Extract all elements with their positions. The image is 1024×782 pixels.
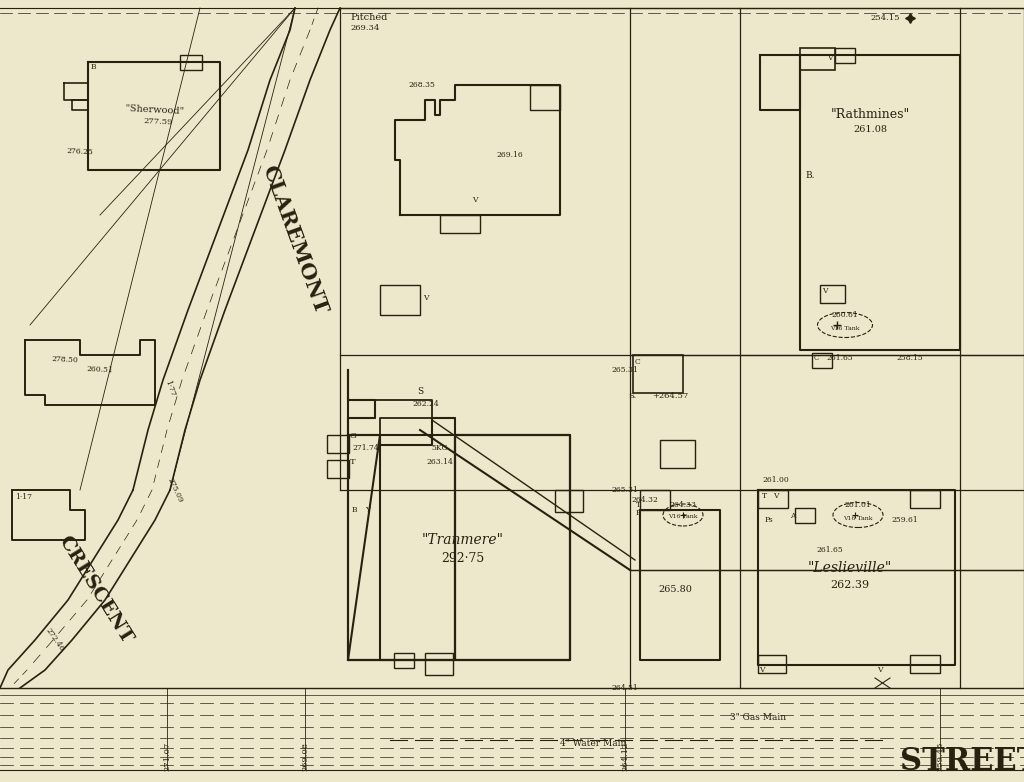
Text: "Sherwood": "Sherwood" [125,104,184,116]
Bar [633,355,683,393]
Text: Pitched: Pitched [350,13,387,23]
Bar [394,653,414,668]
Text: T: T [350,458,355,466]
Bar [440,215,480,233]
Text: 261.08: 261.08 [853,125,887,135]
Text: 1·77: 1·77 [164,378,177,397]
Text: V16 Tank: V16 Tank [830,325,860,331]
Text: B: B [90,63,96,71]
Text: 262.39: 262.39 [830,580,869,590]
Bar [795,508,815,523]
Text: B: B [352,506,357,514]
Text: V16 Tank: V16 Tank [843,515,872,521]
Text: B: B [636,509,642,517]
Text: C: C [814,354,819,362]
Text: 5KG: 5KG [432,444,449,452]
Text: T: T [762,492,767,500]
Text: 264.12: 264.12 [621,741,629,770]
Text: 258.15: 258.15 [897,354,924,362]
Text: 276.25: 276.25 [67,147,93,156]
Text: S.: S. [628,392,636,400]
Text: V: V [423,294,428,302]
Text: CLAREMONT: CLAREMONT [259,163,331,317]
Text: G: G [350,432,356,440]
Text: 269.08: 269.08 [301,741,309,770]
Bar [180,55,202,70]
Text: +264.57: +264.57 [652,392,688,400]
Text: 272.46: 272.46 [44,626,66,653]
Text: 277.59: 277.59 [143,117,173,127]
Text: 260.61: 260.61 [831,311,858,319]
Text: B.: B. [805,170,815,180]
Bar [910,490,940,508]
Bar [758,490,788,508]
Text: 261.65: 261.65 [826,354,853,362]
Text: 264.51: 264.51 [611,684,638,692]
Text: 260.51: 260.51 [86,365,114,375]
Text: V: V [759,666,765,674]
Text: 268.35: 268.35 [408,81,435,89]
Bar [820,285,845,303]
Text: S: S [417,388,423,396]
Text: 271.07: 271.07 [163,741,171,770]
Text: 264.32: 264.32 [632,496,658,504]
Text: V: V [773,492,778,500]
Text: STREET: STREET [900,747,1024,777]
Bar [835,48,855,63]
Text: "Tranmere": "Tranmere" [422,533,504,547]
Bar [555,490,583,512]
Text: 262.24: 262.24 [413,400,439,408]
Text: V: V [878,666,883,674]
Text: 4" Water Main: 4" Water Main [560,740,627,748]
Text: 261.00: 261.00 [762,476,788,484]
Text: 1·17: 1·17 [15,493,32,501]
Text: 261.01: 261.01 [845,501,871,509]
Bar [910,655,940,673]
Bar [758,655,786,673]
Text: C: C [635,358,641,366]
Text: 259.45: 259.45 [936,741,944,771]
Bar [327,435,349,453]
Text: 269.34: 269.34 [350,24,379,32]
Text: "Rathmines": "Rathmines" [830,109,909,121]
Text: V16 Tank: V16 Tank [669,515,697,519]
Text: 265.31: 265.31 [611,366,638,374]
Text: V: V [822,287,827,295]
Text: 265.31: 265.31 [611,486,638,494]
Text: 3" Gas Main: 3" Gas Main [730,713,786,723]
Text: 259.61: 259.61 [892,516,919,524]
Text: "Leslieville": "Leslieville" [808,561,892,575]
Text: 275.09: 275.09 [166,476,184,504]
Text: CRESCENT: CRESCENT [54,533,135,647]
Bar [812,353,831,368]
Text: A: A [791,512,796,520]
Text: 261.65: 261.65 [816,546,844,554]
Text: V: V [827,54,833,62]
Bar [660,440,695,468]
Text: 292·75: 292·75 [441,551,484,565]
Bar [640,490,670,510]
Text: 263.14: 263.14 [427,458,454,466]
Text: V: V [472,196,478,204]
Text: 278.50: 278.50 [51,355,79,364]
Text: T: T [636,501,641,509]
Bar [380,285,420,315]
Bar [800,48,835,70]
Bar [425,653,453,675]
Text: Y: Y [365,506,370,514]
Text: 264.33: 264.33 [670,501,696,509]
Text: 269.16: 269.16 [497,151,523,159]
Text: 271.74: 271.74 [352,444,379,452]
Text: Ps: Ps [765,516,774,524]
Text: 265.80: 265.80 [658,586,692,594]
Text: 254.15: 254.15 [870,14,900,22]
Bar [327,460,349,478]
